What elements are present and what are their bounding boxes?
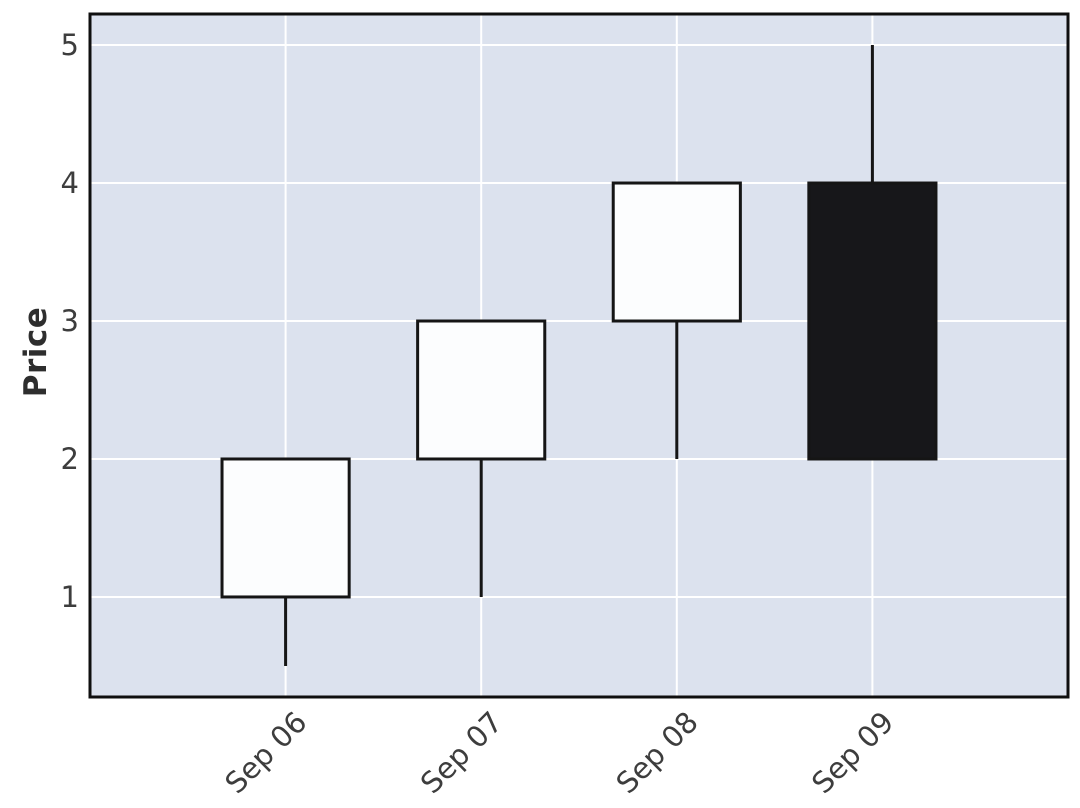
- x-tick-label-sep-06: Sep 06: [218, 705, 313, 800]
- x-tick-label-sep-09: Sep 09: [805, 705, 900, 800]
- x-tick-label-sep-08: Sep 08: [609, 705, 704, 800]
- candle-body-sep-06: [220, 457, 351, 599]
- candle-body-sep-09: [807, 181, 938, 461]
- x-tick-label-sep-07: Sep 07: [414, 705, 509, 800]
- candle-body-sep-07: [416, 319, 547, 461]
- axis-frame: [88, 12, 1070, 699]
- y-tick-label-2: 2: [61, 442, 79, 476]
- y-tick-label-1: 1: [61, 580, 79, 614]
- y-axis-title: Price: [18, 306, 54, 398]
- y-tick-label-3: 3: [61, 304, 79, 338]
- y-tick-label-4: 4: [61, 166, 79, 200]
- y-tick-label-5: 5: [61, 28, 79, 62]
- candle-body-sep-08: [611, 181, 742, 323]
